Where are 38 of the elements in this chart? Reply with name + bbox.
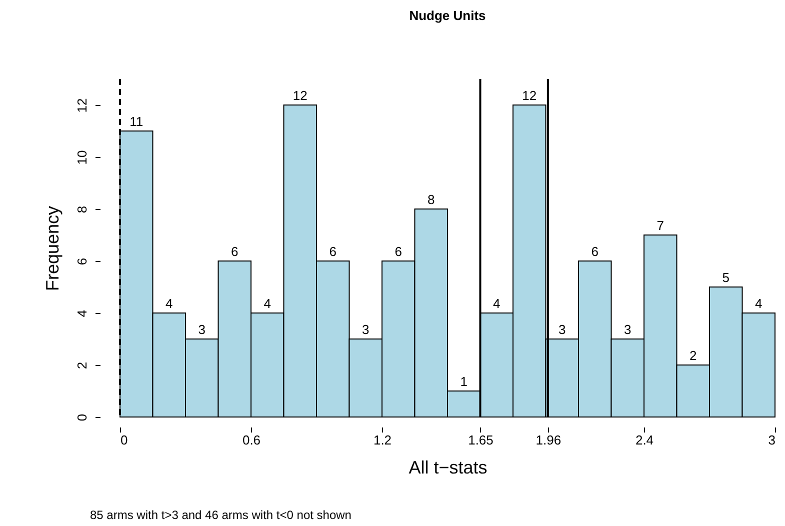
y-tick-label: 4 (74, 310, 90, 318)
data-label: 7 (656, 218, 664, 233)
text: 85 arms with t>3 and 46 arms with t<0 not shown (90, 508, 352, 522)
x-tick-label: 0 (120, 432, 128, 448)
x-tick-label: 1.2 (373, 432, 392, 448)
data-label: 3 (558, 322, 566, 337)
data-label: 11 (130, 114, 144, 129)
x-axis-title: All t−stats (408, 458, 488, 478)
y-tick-label: 12 (74, 98, 90, 113)
y-tick-label: 0 (74, 414, 90, 422)
y-axis-title: Frequency (42, 206, 62, 292)
data-label: 12 (522, 88, 537, 103)
data-label: 12 (292, 88, 308, 103)
x-tick-label: 3 (768, 432, 776, 448)
chart-title: Nudge Units (409, 8, 486, 23)
data-label: 8 (428, 192, 435, 207)
y-tick-label: 2 (74, 362, 90, 370)
x-tick-label: 0.6 (242, 432, 261, 448)
y-tick-label: 10 (74, 150, 90, 165)
data-label: 6 (329, 244, 336, 259)
data-label: 3 (624, 322, 632, 337)
data-label: 2 (690, 348, 697, 363)
y-tick-label: 8 (74, 206, 90, 214)
data-label: 4 (166, 296, 173, 311)
data-label: 4 (755, 296, 762, 311)
x-tick-label: 1.96 (536, 432, 562, 448)
data-label: 6 (394, 244, 402, 259)
data-label: 6 (591, 244, 598, 259)
data-label: 3 (198, 322, 206, 337)
y-tick-label: 6 (74, 258, 90, 266)
x-tick-label: 2.4 (635, 432, 654, 448)
data-label: 3 (362, 322, 370, 337)
data-label: 6 (231, 244, 238, 259)
x-tick-label: 1.65 (468, 432, 494, 448)
data-label: 4 (264, 296, 271, 311)
data-label: 1 (460, 374, 468, 389)
data-label: 4 (493, 296, 500, 311)
data-label: 5 (722, 270, 730, 285)
